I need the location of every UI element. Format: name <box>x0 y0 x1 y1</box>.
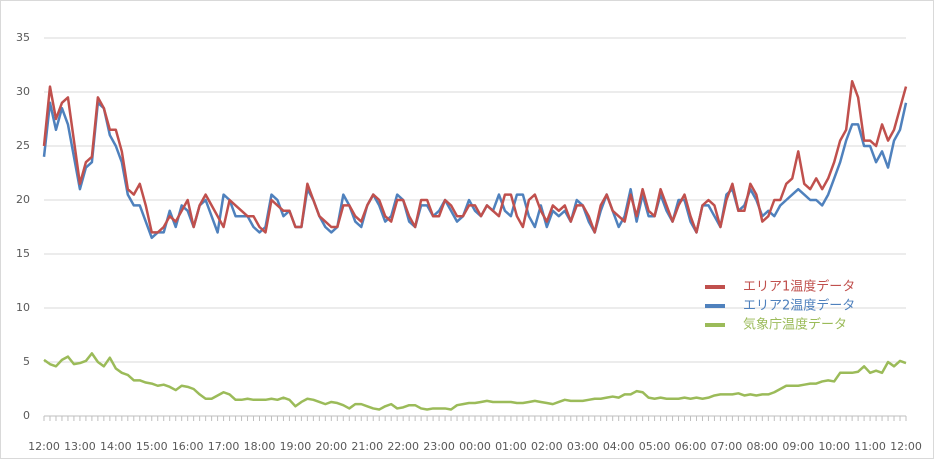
legend-label: エリア1温度データ <box>743 279 855 295</box>
y-tick-label: 15 <box>16 247 30 260</box>
x-tick-label: 08:00 <box>746 440 778 453</box>
series-line <box>43 352 907 411</box>
legend-label: エリア2温度データ <box>743 298 855 314</box>
x-tick-label: 13:00 <box>64 440 96 453</box>
legend-label: 気象庁温度データ <box>743 317 847 333</box>
x-tick-label: 12:00 <box>890 440 922 453</box>
x-tick-label: 04:00 <box>603 440 635 453</box>
x-tick-label: 10:00 <box>818 440 850 453</box>
x-tick-label: 12:00 <box>28 440 60 453</box>
x-tick-label: 02:00 <box>531 440 563 453</box>
x-tick-label: 09:00 <box>782 440 814 453</box>
x-tick-label: 20:00 <box>315 440 347 453</box>
x-tick-label: 14:00 <box>100 440 132 453</box>
x-tick-label: 18:00 <box>244 440 276 453</box>
y-tick-label: 5 <box>23 355 30 368</box>
x-tick-label: 07:00 <box>711 440 743 453</box>
x-tick-label: 01:00 <box>495 440 527 453</box>
x-tick-label: 17:00 <box>208 440 240 453</box>
x-tick-label: 03:00 <box>567 440 599 453</box>
x-tick-label: 23:00 <box>423 440 455 453</box>
x-tick-label: 00:00 <box>459 440 491 453</box>
y-tick-label: 20 <box>16 193 30 206</box>
y-tick-label: 10 <box>16 301 30 314</box>
x-tick-label: 11:00 <box>854 440 886 453</box>
y-tick-label: 35 <box>16 31 30 44</box>
y-tick-label: 0 <box>23 409 30 422</box>
x-tick-label: 06:00 <box>675 440 707 453</box>
y-tick-label: 25 <box>16 139 30 152</box>
x-tick-label: 16:00 <box>172 440 204 453</box>
x-tick-label: 21:00 <box>351 440 383 453</box>
x-tick-label: 15:00 <box>136 440 168 453</box>
series-line <box>42 79 908 234</box>
x-tick-label: 05:00 <box>639 440 671 453</box>
x-tick-label: 22:00 <box>387 440 419 453</box>
x-tick-label: 19:00 <box>280 440 312 453</box>
y-tick-label: 30 <box>16 85 30 98</box>
